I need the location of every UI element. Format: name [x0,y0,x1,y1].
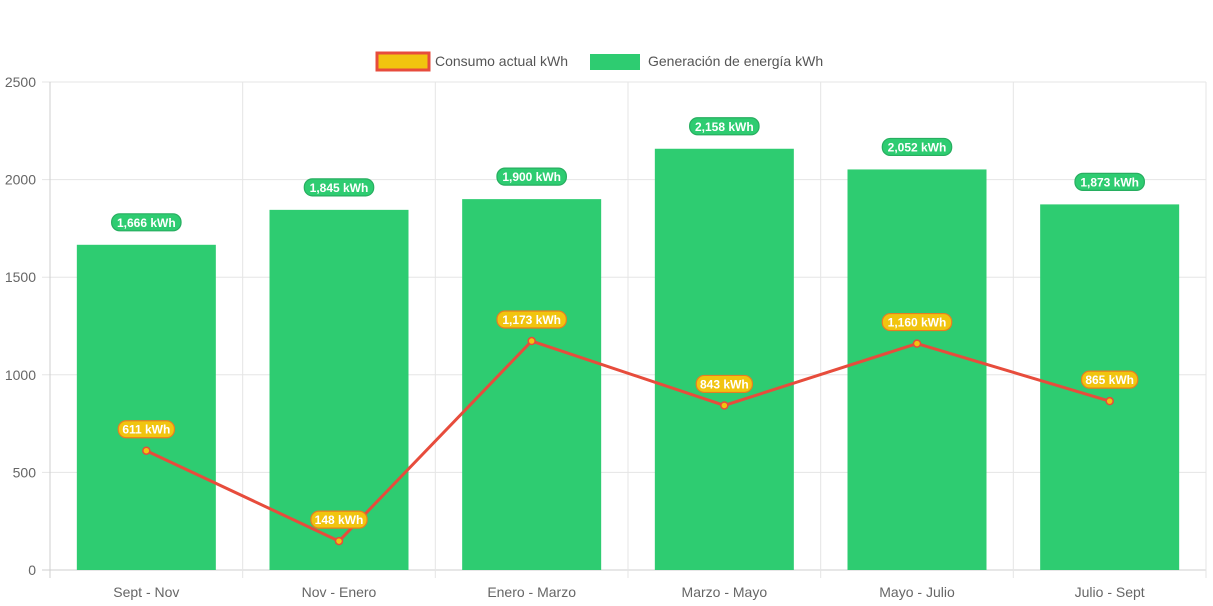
line-data-label: 611 kWh [117,420,176,439]
bar [76,244,216,570]
data-label-bg [689,117,760,136]
data-label-text: 611 kWh [122,423,170,437]
data-label-text: 1,173 kWh [502,313,561,327]
data-label-text: 2,052 kWh [888,140,947,154]
bar-series [76,148,1180,571]
legend-label-consumo: Consumo actual kWh [435,53,568,69]
legend: Consumo actual kWh Generación de energía… [375,51,823,72]
data-label-bg [695,374,754,394]
data-label-text: 1,160 kWh [888,316,947,330]
line-data-label: 148 kWh [310,510,368,529]
bar [462,199,602,570]
x-tick-label: Enero - Marzo [487,584,576,600]
line-point [142,446,151,455]
data-label-text: 1,666 kWh [117,216,176,230]
line-point [912,339,922,348]
y-tick-label: 1000 [5,367,36,383]
data-label-text: 1,873 kWh [1080,175,1139,189]
line-data-label: 1,160 kWh [881,312,953,332]
series-line [145,339,1111,543]
legend-item-consumo[interactable]: Consumo actual kWh [375,51,568,72]
bar [269,209,409,570]
y-tick-label: 0 [28,562,36,578]
x-tick-label: Marzo - Mayo [682,584,768,600]
line-point [720,401,729,410]
x-axis: Sept - Nov Nov - Enero Enero - Marzo Marzo … [113,584,1145,600]
x-tick-label: Sept - Nov [113,584,179,600]
y-tick-label: 1500 [5,269,36,285]
y-tick-label: 500 [13,464,37,480]
data-label-bg [1074,172,1145,191]
legend-item-generacion[interactable]: Generación de energía kWh [590,53,823,70]
data-label-text: 1,900 kWh [502,170,561,184]
bar-data-label: 1,666 kWh [111,213,182,232]
line-series [142,336,1114,546]
y-tick-label: 2500 [5,74,36,90]
line-data-label: 843 kWh [695,374,754,394]
legend-label-generacion: Generación de energía kWh [648,53,823,69]
bar [654,148,794,570]
data-label-bg [111,213,182,232]
data-label-bg [303,178,375,197]
bar-data-label: 1,845 kWh [303,178,375,197]
x-tick-label: Julio - Sept [1075,584,1145,600]
line-point [527,336,536,346]
bar-data-label: 1,873 kWh [1074,172,1145,191]
data-label-bg [881,137,953,157]
data-label-bg [496,310,567,329]
data-label-text: 148 kWh [315,513,364,527]
bar-data-label: 1,900 kWh [496,167,567,186]
grid-lines [42,81,1207,578]
data-label-bg [1080,370,1139,389]
data-label-text: 2,158 kWh [695,120,754,134]
legend-swatch-consumo [375,51,431,72]
data-label-bg [310,510,368,529]
x-tick-label: Nov - Enero [302,584,377,600]
y-axis: 0 500 1000 1500 2000 2500 [5,74,36,578]
line-data-label: 865 kWh [1080,370,1139,389]
data-label-bg [117,420,176,439]
x-tick-label: Mayo - Julio [879,584,955,600]
bar-data-label: 2,158 kWh [689,117,760,136]
data-label-text: 1,845 kWh [310,181,369,195]
data-label-text: 865 kWh [1085,373,1134,387]
data-label-bg [881,312,953,332]
line-data-label: 1,173 kWh [496,310,567,329]
line-point [334,536,344,546]
bar-data-label: 2,052 kWh [881,137,953,157]
bar [847,169,987,571]
line-data-labels: 611 kWh 148 kWh 1,173 kWh 843 kWh 1,160 kWh 8… [117,310,1139,529]
bar-data-labels: 1,666 kWh 1,845 kWh 1,900 kWh 2,158 kWh 2,05… [111,117,1145,232]
data-label-bg [496,167,567,186]
data-label-text: 843 kWh [700,377,749,391]
y-tick-label: 2000 [5,172,36,188]
legend-swatch-generacion [590,54,640,70]
line-point [1105,396,1114,406]
